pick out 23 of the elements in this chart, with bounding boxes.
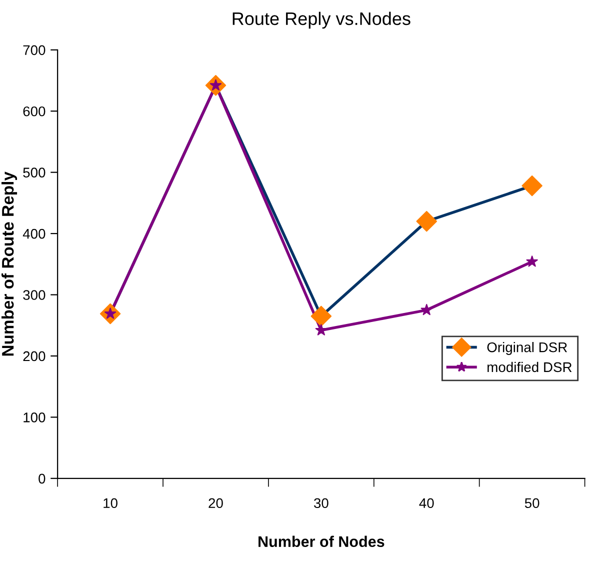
y-tick-label: 0: [38, 474, 46, 484]
y-tick-label: 700: [23, 45, 46, 56]
point: [420, 304, 432, 316]
chart-title: Route Reply vs.Nodes: [232, 12, 410, 29]
x-tick-label: 10: [104, 498, 118, 508]
point: [416, 210, 437, 232]
x-axis-title: Number of Nodes: [258, 536, 384, 548]
point: [522, 175, 542, 196]
y-axis-title: Number of Route Reply: [2, 172, 18, 356]
y-tick-label: 600: [23, 106, 46, 116]
y-tick-label: 400: [22, 228, 46, 239]
x-tick-label: 30: [314, 498, 328, 508]
point: [526, 256, 538, 267]
y-tick-label: 100: [24, 412, 46, 422]
legend-label: modified DSR: [488, 362, 572, 372]
y-tick-label: 300: [23, 290, 46, 300]
y-tick-label: 200: [23, 351, 46, 362]
point: [310, 306, 332, 327]
x-tick-label: 20: [208, 498, 223, 508]
y-tick-label: 500: [23, 168, 46, 178]
x-tick-label: 40: [419, 498, 434, 508]
x-tick-label: 50: [524, 498, 540, 508]
legend-label: Original DSR: [487, 342, 568, 355]
